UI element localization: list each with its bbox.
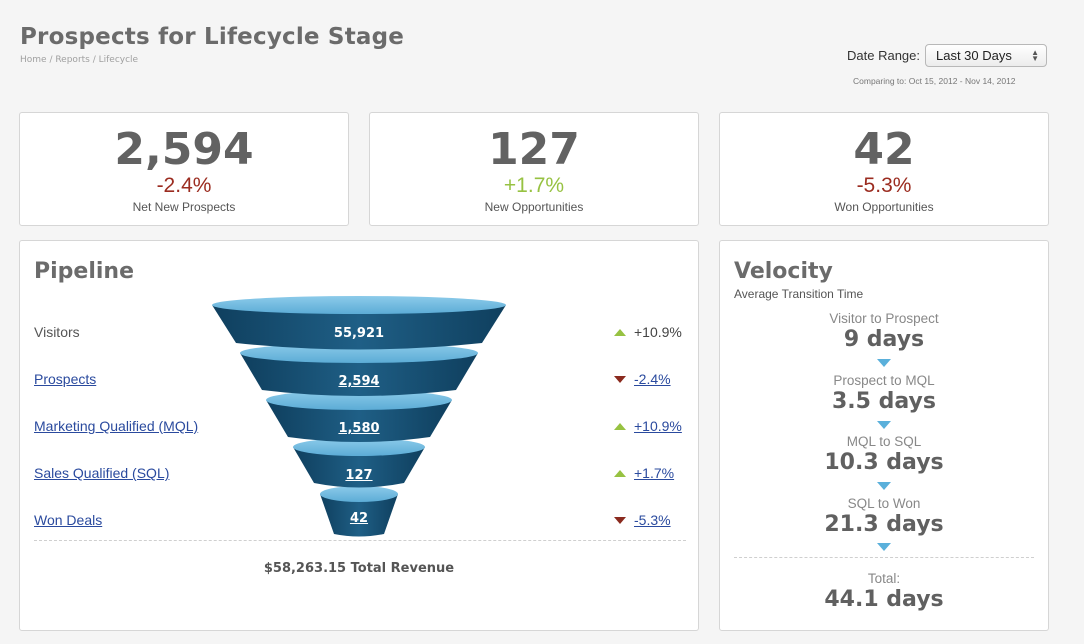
velocity-step-name: SQL to Won [847, 496, 921, 511]
triangle-up-icon [614, 469, 626, 477]
delta-link[interactable]: -5.3% [634, 512, 671, 528]
velocity-step: Visitor to Prospect 9 days [720, 311, 1048, 353]
funnel-value-prospects[interactable]: 2,594 [338, 374, 380, 389]
velocity-total-days: 44.1 days [824, 587, 944, 612]
total-revenue: $58,263.15 Total Revenue [263, 561, 455, 576]
kpi-label: Net New Prospects [132, 200, 236, 214]
funnel-top-mql [266, 390, 452, 410]
velocity-step-name: Visitor to Prospect [829, 311, 939, 326]
velocity-step-days: 9 days [843, 327, 925, 352]
triangle-up-icon [614, 328, 626, 336]
kpi-card-won-opportunities: 42 -5.3% Won Opportunities [719, 112, 1049, 226]
kpi-value: 127 [488, 124, 580, 175]
velocity-step-days: 3.5 days [832, 389, 936, 414]
pipeline-title: Pipeline [34, 259, 134, 284]
delta-link[interactable]: -2.4% [634, 371, 671, 387]
velocity-step-name: Prospect to MQL [833, 373, 935, 388]
velocity-arrow-icon [877, 359, 891, 367]
stage-label-visitors: Visitors [34, 324, 80, 340]
kpi-label: New Opportunities [484, 200, 584, 214]
delta-prospects: -2.4% [614, 371, 671, 387]
funnel-value-sql[interactable]: 127 [345, 468, 373, 483]
select-arrows-icon: ▲ ▼ [1031, 47, 1039, 63]
kpi-value: 2,594 [114, 124, 254, 175]
funnel-segment-mql [266, 400, 452, 442]
velocity-divider [734, 557, 1034, 558]
delta-value: +10.9% [634, 324, 682, 340]
funnel-top-prospects [240, 343, 478, 363]
pipeline-divider [34, 540, 686, 541]
page-title: Prospects for Lifecycle Stage [20, 24, 405, 50]
date-range-control: Date Range: Last 30 Days ▲ ▼ [847, 44, 1047, 67]
velocity-total: Total: 44.1 days [720, 571, 1048, 613]
kpi-value: 42 [853, 124, 915, 175]
delta-visitors: +10.9% [614, 324, 682, 340]
funnel-top-won [320, 486, 398, 502]
velocity-step-days: 21.3 days [824, 512, 944, 537]
triangle-down-icon [614, 375, 626, 383]
kpi-change: +1.7% [503, 174, 565, 197]
date-range-select[interactable]: Last 30 Days ▲ ▼ [925, 44, 1047, 67]
stage-link-won-deals[interactable]: Won Deals [34, 512, 103, 528]
kpi-label: Won Opportunities [834, 200, 934, 214]
velocity-step-days: 10.3 days [824, 450, 944, 475]
funnel-value-won[interactable]: 42 [349, 511, 369, 526]
velocity-step: Prospect to MQL 3.5 days [720, 373, 1048, 415]
delta-won-deals: -5.3% [614, 512, 671, 528]
breadcrumb[interactable]: Home / Reports / Lifecycle [20, 55, 139, 65]
pipeline-panel: Pipeline 55,921 2,594 1,580 [19, 240, 699, 631]
pipeline-funnel [212, 296, 506, 537]
velocity-panel: Velocity Average Transition Time Visitor… [719, 240, 1049, 631]
velocity-arrow-icon [877, 543, 891, 551]
delta-sql: +1.7% [614, 465, 674, 481]
stage-link-mql[interactable]: Marketing Qualified (MQL) [34, 418, 199, 434]
kpi-change: -2.4% [156, 174, 212, 197]
triangle-up-icon [614, 422, 626, 430]
velocity-total-label: Total: [867, 571, 901, 586]
triangle-down-icon [614, 516, 626, 524]
delta-mql: +10.9% [614, 418, 682, 434]
kpi-change: -5.3% [856, 174, 912, 197]
funnel-segment-visitors [212, 305, 506, 350]
velocity-title: Velocity [734, 259, 833, 284]
funnel-value-visitors: 55,921 [333, 326, 385, 341]
velocity-step-name: MQL to SQL [846, 434, 922, 449]
funnel-segment-prospects [240, 353, 478, 396]
kpi-card-new-opportunities: 127 +1.7% New Opportunities [369, 112, 699, 226]
velocity-arrow-icon [877, 482, 891, 490]
stage-link-prospects[interactable]: Prospects [34, 371, 97, 387]
velocity-step: SQL to Won 21.3 days [720, 496, 1048, 538]
velocity-subtitle: Average Transition Time [734, 287, 864, 301]
delta-link[interactable]: +1.7% [634, 465, 675, 481]
funnel-segment-won [320, 494, 398, 537]
funnel-top-sql [293, 438, 425, 456]
velocity-step: MQL to SQL 10.3 days [720, 434, 1048, 476]
date-range-label: Date Range: [847, 48, 920, 63]
velocity-arrow-icon [877, 421, 891, 429]
funnel-value-mql[interactable]: 1,580 [338, 421, 380, 436]
funnel-segment-sql [293, 447, 425, 488]
kpi-card-net-new-prospects: 2,594 -2.4% Net New Prospects [19, 112, 349, 226]
stage-link-sql[interactable]: Sales Qualified (SQL) [34, 465, 170, 481]
date-range-value: Last 30 Days [936, 48, 1012, 63]
delta-link[interactable]: +10.9% [634, 418, 682, 434]
funnel-top-visitors [212, 296, 506, 314]
comparing-text: Comparing to: Oct 15, 2012 - Nov 14, 201… [853, 76, 1016, 86]
